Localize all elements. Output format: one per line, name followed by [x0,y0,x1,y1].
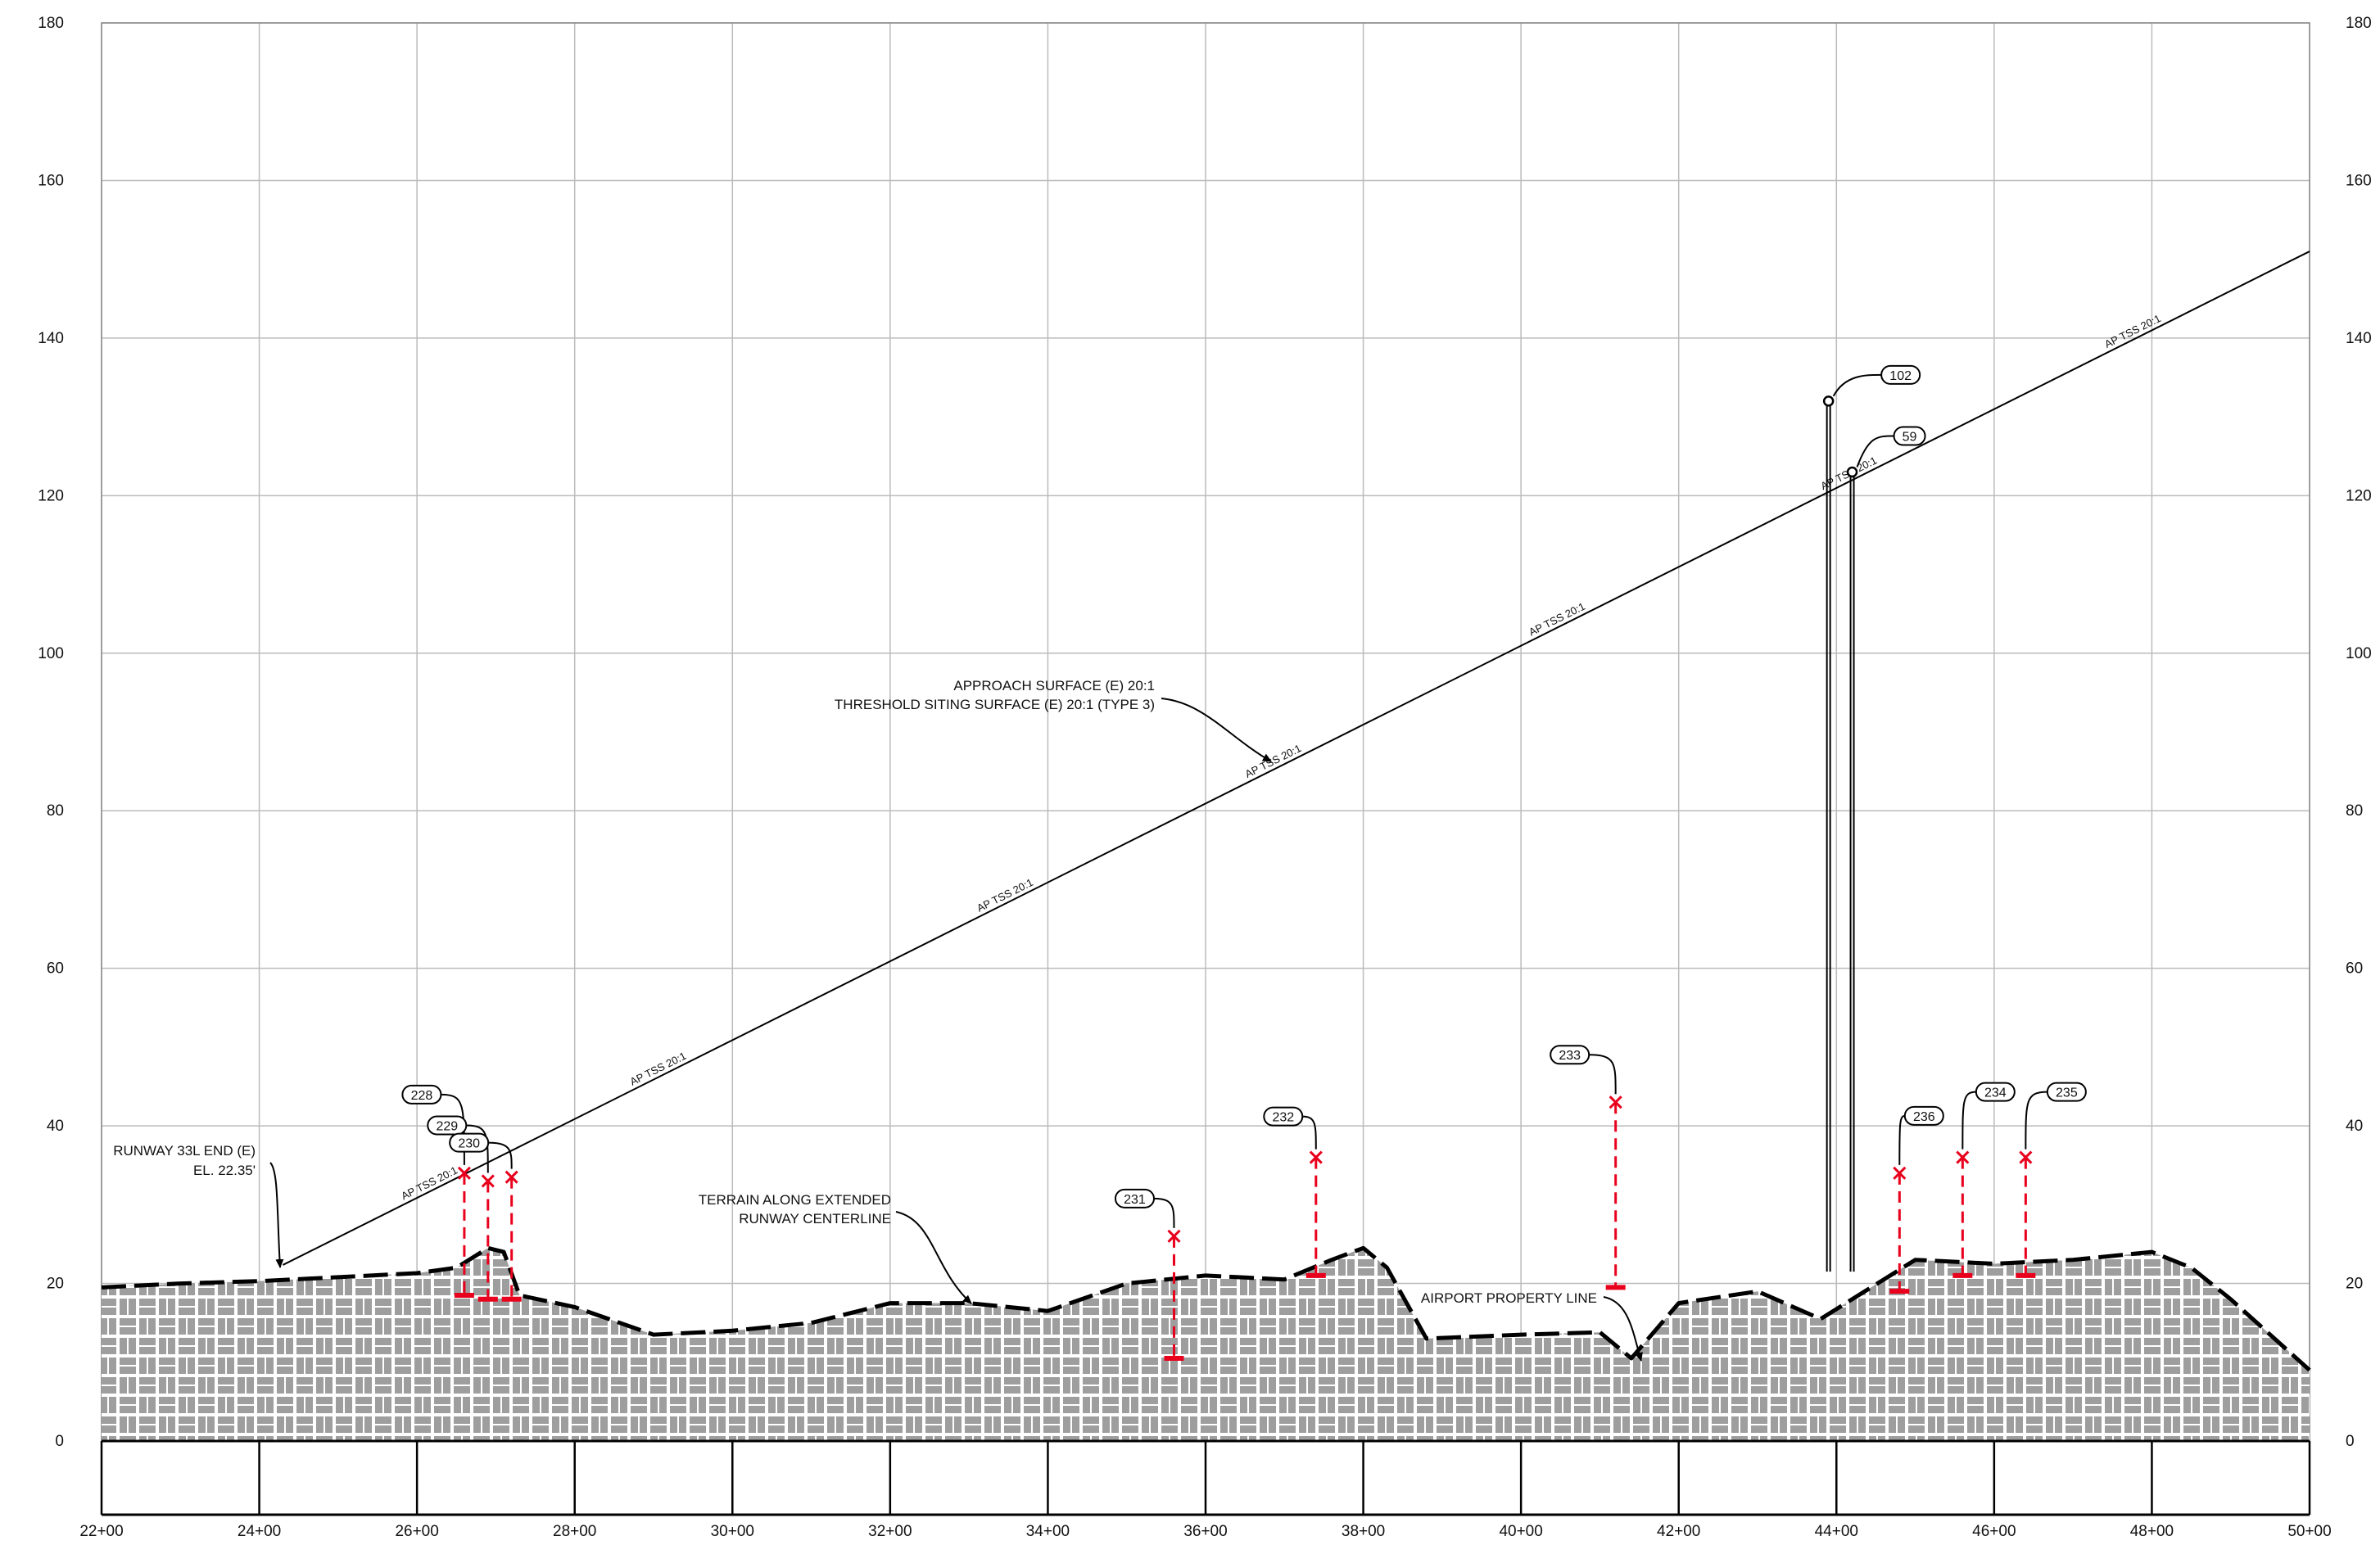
x-tick-label: 22+00 [79,1523,123,1540]
y-tick-label-left: 80 [47,802,64,820]
surface-label: AP TSS 20:1 [399,1164,459,1203]
obstruction-233-leader [1589,1054,1617,1095]
runway-end-note: RUNWAY 33L END (E) EL. 22.35' [113,1143,284,1268]
surface-label: AP TSS 20:1 [628,1050,689,1088]
y-tick-label-left: 180 [38,15,64,32]
x-tick-label: 40+00 [1499,1523,1542,1540]
y-tick-label-right: 20 [2346,1276,2363,1293]
y-tick-label-right: 180 [2346,15,2372,32]
x-tick-label: 48+00 [2130,1523,2174,1540]
grid [101,22,2310,1442]
runway-end-note-line1: RUNWAY 33L END (E) [113,1143,256,1159]
obstruction-232-top-marker [1309,1150,1323,1164]
x-tick-label: 46+00 [1972,1523,2016,1540]
terrain-fill [102,1248,2310,1441]
obstruction-228-label: 228 [411,1089,433,1103]
obstruction-236-leader [1898,1114,1906,1165]
approach-surface-line [283,251,2310,1266]
obstruction-235-label: 235 [2056,1086,2078,1100]
obstruction-234-leader [1961,1091,1976,1150]
obstruction-232-leader [1302,1115,1317,1150]
penetration-59-label: 59 [1903,430,1917,444]
obstruction-236-top-marker [1893,1166,1907,1180]
y-tick-label-left: 20 [47,1276,64,1293]
penetration-102-marker [1822,395,1835,407]
x-tick-label: 50+00 [2287,1523,2331,1540]
approach-surface-leader [1161,698,1272,762]
y-tick-label-right: 60 [2346,960,2363,978]
terrain-note-line2: RUNWAY CENTERLINE [739,1211,891,1227]
obstruction-230-leader [488,1141,513,1169]
obstruction-231-leader [1153,1197,1175,1228]
obstruction-233-top-marker [1609,1096,1622,1109]
axis-layer: 22+00 24+00 26+00 28+00 30+00 32+00 34+00 36+00… [38,15,2371,1540]
obstruction-228-top-marker [457,1166,471,1180]
obstruction-231-top-marker [1167,1229,1181,1243]
terrain-leader [895,1211,972,1304]
obstruction-232-label: 232 [1272,1111,1294,1125]
approach-surface-note-line1: APPROACH SURFACE (E) 20:1 [953,678,1155,693]
y-tick-label-left: 40 [47,1118,64,1135]
x-tick-label: 24+00 [238,1523,281,1540]
y-tick-label-left: 100 [38,645,64,662]
y-tick-label-right: 140 [2346,330,2372,347]
terrain-layer [101,1245,2311,1441]
obstruction-236-label: 236 [1913,1110,1935,1124]
y-tick-label-left: 140 [38,330,64,347]
obstruction-233-label: 233 [1559,1049,1581,1063]
y-tick-label-left: 0 [55,1433,64,1450]
y-tick-label-left: 60 [47,960,64,978]
obstruction-229-top-marker [481,1174,495,1188]
y-tick-label-right: 160 [2346,172,2372,189]
y-tick-label-right: 0 [2346,1433,2355,1450]
property-line-note-text: AIRPORT PROPERTY LINE [1421,1290,1597,1306]
y-tick-label-right: 100 [2346,645,2372,662]
property-line-note: AIRPORT PROPERTY LINE [1421,1290,1643,1362]
surface-label: AP TSS 20:1 [2102,312,2163,350]
x-tick-label: 34+00 [1026,1523,1070,1540]
surface-label: AP TSS 20:1 [1527,600,1587,639]
y-tick-label-left: 120 [38,487,64,504]
terrain-note-line1: TERRAIN ALONG EXTENDED [699,1192,891,1208]
approach-surface-note-line2: THRESHOLD SITING SURFACE (E) 20:1 (TYPE … [835,697,1155,712]
x-tick-label: 36+00 [1183,1523,1227,1540]
y-tick-label-right: 80 [2346,802,2363,820]
obstruction-234-label: 234 [1984,1086,2007,1100]
terrain-profile-line [101,1245,2311,1372]
approach-surface-note: APPROACH SURFACE (E) 20:1 THRESHOLD SITI… [835,678,1272,762]
obstruction-231-label: 231 [1124,1193,1146,1207]
y-tick-label-right: 40 [2346,1118,2363,1135]
y-tick-label-right: 120 [2346,487,2372,504]
runway-end-note-line2: EL. 22.35' [193,1163,256,1178]
obstruction-234-top-marker [1956,1150,1970,1164]
x-tick-label: 32+00 [868,1523,912,1540]
x-tick-label: 28+00 [553,1523,596,1540]
x-tick-label: 44+00 [1815,1523,1858,1540]
x-tick-label: 26+00 [395,1523,438,1540]
obstruction-235-leader [2025,1091,2047,1150]
penetration-102-leader [1832,373,1882,397]
surface-label: AP TSS 20:1 [1243,742,1304,780]
property-line-leader [1603,1296,1643,1362]
penetration-59-marker [1846,466,1858,478]
penetration-102-label: 102 [1889,369,1912,383]
runway-end-leader [269,1162,284,1268]
terrain-note: TERRAIN ALONG EXTENDED RUNWAY CENTERLINE [699,1192,972,1304]
obstruction-230-label: 230 [458,1137,480,1151]
x-tick-label: 30+00 [711,1523,754,1540]
obstruction-229-label: 229 [436,1119,458,1133]
obstruction-230-top-marker [505,1170,518,1184]
x-tick-label: 42+00 [1657,1523,1700,1540]
obstruction-235-top-marker [2019,1150,2033,1164]
obstruction-229-leader [466,1124,489,1173]
penetration-59-leader [1856,435,1894,468]
x-tick-label: 38+00 [1342,1523,1385,1540]
surface-label: AP TSS 20:1 [975,876,1035,915]
y-tick-label-left: 160 [38,172,64,189]
